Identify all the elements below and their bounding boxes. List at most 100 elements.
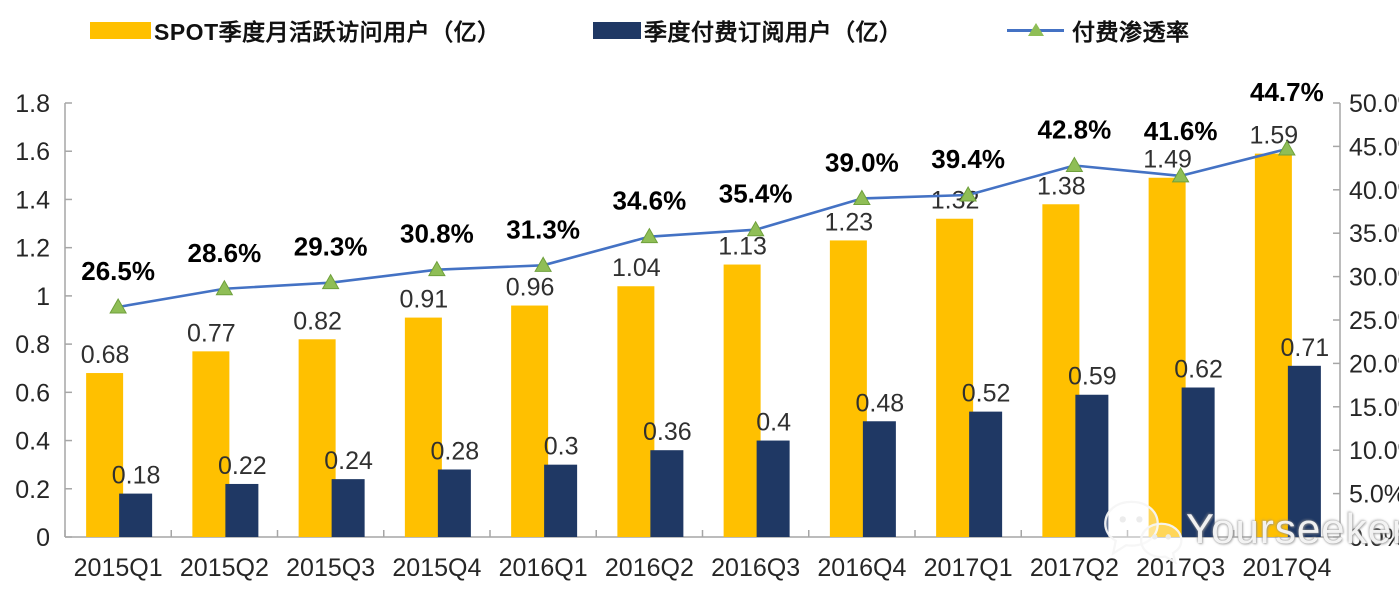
penetration-pct-label: 26.5% — [81, 256, 155, 286]
penetration-pct-label: 34.6% — [613, 186, 687, 216]
left-axis-label: 1 — [36, 283, 50, 311]
left-axis-label: 0.8 — [15, 331, 50, 359]
left-axis-label: 1.8 — [15, 90, 50, 118]
x-axis-label: 2015Q3 — [286, 554, 375, 582]
bar-subs-2016Q4 — [862, 421, 896, 537]
penetration-pct-label: 35.4% — [719, 179, 793, 209]
legend-item-penetration: 付费渗透率 — [1007, 16, 1190, 45]
x-axis-label: 2015Q2 — [180, 554, 269, 582]
bar-subs-2015Q1 — [119, 493, 153, 537]
triangle-marker-icon — [1028, 22, 1044, 36]
bar-mau-2017Q4 — [1254, 153, 1292, 537]
bar-subs-2017Q2 — [1075, 394, 1109, 537]
x-axis-label: 2016Q2 — [605, 554, 694, 582]
penetration-pct-label: 29.3% — [294, 232, 368, 262]
right-axis-label: 25.0% — [1349, 307, 1399, 335]
subs-value-label: 0.4 — [756, 409, 791, 437]
left-axis-label: 0.4 — [15, 428, 50, 456]
subs-value-label: 0.59 — [1068, 363, 1117, 391]
penetration-pct-label: 39.4% — [931, 144, 1005, 174]
right-axis-label: 5.0% — [1349, 481, 1399, 509]
right-axis-label: 20.0% — [1349, 350, 1399, 378]
bar-mau-2015Q3 — [298, 339, 336, 537]
left-axis-label: 1.2 — [15, 235, 50, 263]
bar-subs-2015Q2 — [225, 483, 259, 537]
legend-item-subs: 季度付费订阅用户（亿） — [593, 16, 903, 45]
x-axis-label: 2015Q1 — [74, 554, 163, 582]
right-axis-label: 45.0% — [1349, 133, 1399, 161]
bar-subs-2017Q4 — [1287, 365, 1321, 537]
bar-subs-2017Q1 — [969, 411, 1003, 537]
left-axis-label: 1.6 — [15, 138, 50, 166]
mau-value-label: 1.49 — [1143, 146, 1192, 174]
right-axis-label: 10.0% — [1349, 437, 1399, 465]
mau-value-label: 1.13 — [718, 233, 767, 261]
right-axis-label: 50.0% — [1349, 90, 1399, 118]
bar-mau-2015Q1 — [86, 373, 124, 537]
penetration-marker-2017Q3 — [1171, 166, 1190, 183]
bar-mau-2016Q4 — [829, 240, 867, 537]
subs-value-label: 0.18 — [112, 462, 161, 490]
right-axis-label: 15.0% — [1349, 394, 1399, 422]
subs-value-label: 0.22 — [218, 452, 267, 480]
subs-value-label: 0.71 — [1281, 334, 1330, 362]
subs-value-label: 0.36 — [643, 418, 692, 446]
mau-value-label: 0.68 — [81, 341, 130, 369]
subs-legend-swatch — [593, 21, 641, 39]
penetration-marker-2016Q3 — [746, 220, 765, 237]
bar-subs-2016Q1 — [544, 464, 578, 537]
mau-value-label: 0.77 — [187, 319, 236, 347]
subs-value-label: 0.52 — [962, 380, 1011, 408]
penetration-pct-label: 39.0% — [825, 147, 899, 177]
penetration-marker-2016Q4 — [853, 189, 871, 205]
penetration-pct-label: 42.8% — [1038, 114, 1112, 144]
left-axis-label: 0.6 — [15, 379, 50, 407]
penetration-legend-label: 付费渗透率 — [1072, 19, 1190, 45]
subs-value-label: 0.62 — [1174, 356, 1223, 384]
penetration-pct-label: 28.6% — [188, 238, 262, 268]
x-axis-label: 2017Q4 — [1242, 554, 1331, 582]
x-axis-label: 2016Q3 — [711, 554, 800, 582]
penetration-marker-2015Q2 — [215, 279, 234, 296]
mau-value-label: 0.91 — [400, 286, 449, 314]
bar-mau-2016Q3 — [723, 264, 761, 537]
bar-subs-2017Q3 — [1181, 387, 1215, 537]
bar-subs-2015Q3 — [331, 479, 365, 537]
mau-legend-swatch — [90, 21, 151, 39]
subs-legend-label: 季度付费订阅用户（亿） — [644, 19, 903, 45]
mau-value-label: 1.59 — [1250, 122, 1299, 150]
subs-value-label: 0.48 — [856, 389, 905, 417]
bar-mau-2017Q1 — [936, 218, 974, 537]
bar-mau-2016Q2 — [617, 286, 655, 537]
mau-legend-label: SPOT季度月活跃访问用户（亿） — [154, 19, 501, 45]
penetration-pct-label: 41.6% — [1144, 116, 1218, 146]
mau-value-label: 0.82 — [293, 307, 342, 335]
penetration-marker-2016Q1 — [534, 256, 552, 272]
left-axis-label: 1.4 — [15, 186, 50, 214]
penetration-marker-2015Q3 — [321, 273, 340, 290]
x-axis-label: 2017Q3 — [1136, 554, 1225, 582]
x-axis-label: 2016Q4 — [817, 554, 906, 582]
right-axis-label: 0.0% — [1349, 524, 1399, 552]
bar-mau-2015Q2 — [192, 351, 230, 537]
penetration-pct-label: 30.8% — [400, 219, 474, 249]
mau-value-label: 1.23 — [825, 208, 874, 236]
bar-mau-2017Q3 — [1148, 177, 1186, 537]
bar-subs-2016Q2 — [650, 450, 684, 537]
mau-value-label: 0.96 — [506, 274, 555, 302]
legend-item-mau: SPOT季度月活跃访问用户（亿） — [90, 16, 501, 45]
right-axis-label: 35.0% — [1349, 220, 1399, 248]
x-axis-label: 2017Q2 — [1030, 554, 1119, 582]
x-axis-label: 2015Q4 — [392, 554, 481, 582]
subs-value-label: 0.3 — [544, 433, 579, 461]
mau-value-label: 1.04 — [612, 254, 661, 282]
penetration-marker-2015Q4 — [428, 260, 446, 277]
left-axis-label: 0 — [36, 524, 50, 552]
bar-mau-2016Q1 — [511, 305, 549, 537]
x-axis-label: 2017Q1 — [924, 554, 1013, 582]
penetration-legend-swatch — [1007, 22, 1064, 39]
x-axis-label: 2016Q1 — [499, 554, 588, 582]
penetration-marker-2017Q2 — [1065, 156, 1084, 172]
penetration-marker-2017Q4 — [1278, 139, 1296, 156]
